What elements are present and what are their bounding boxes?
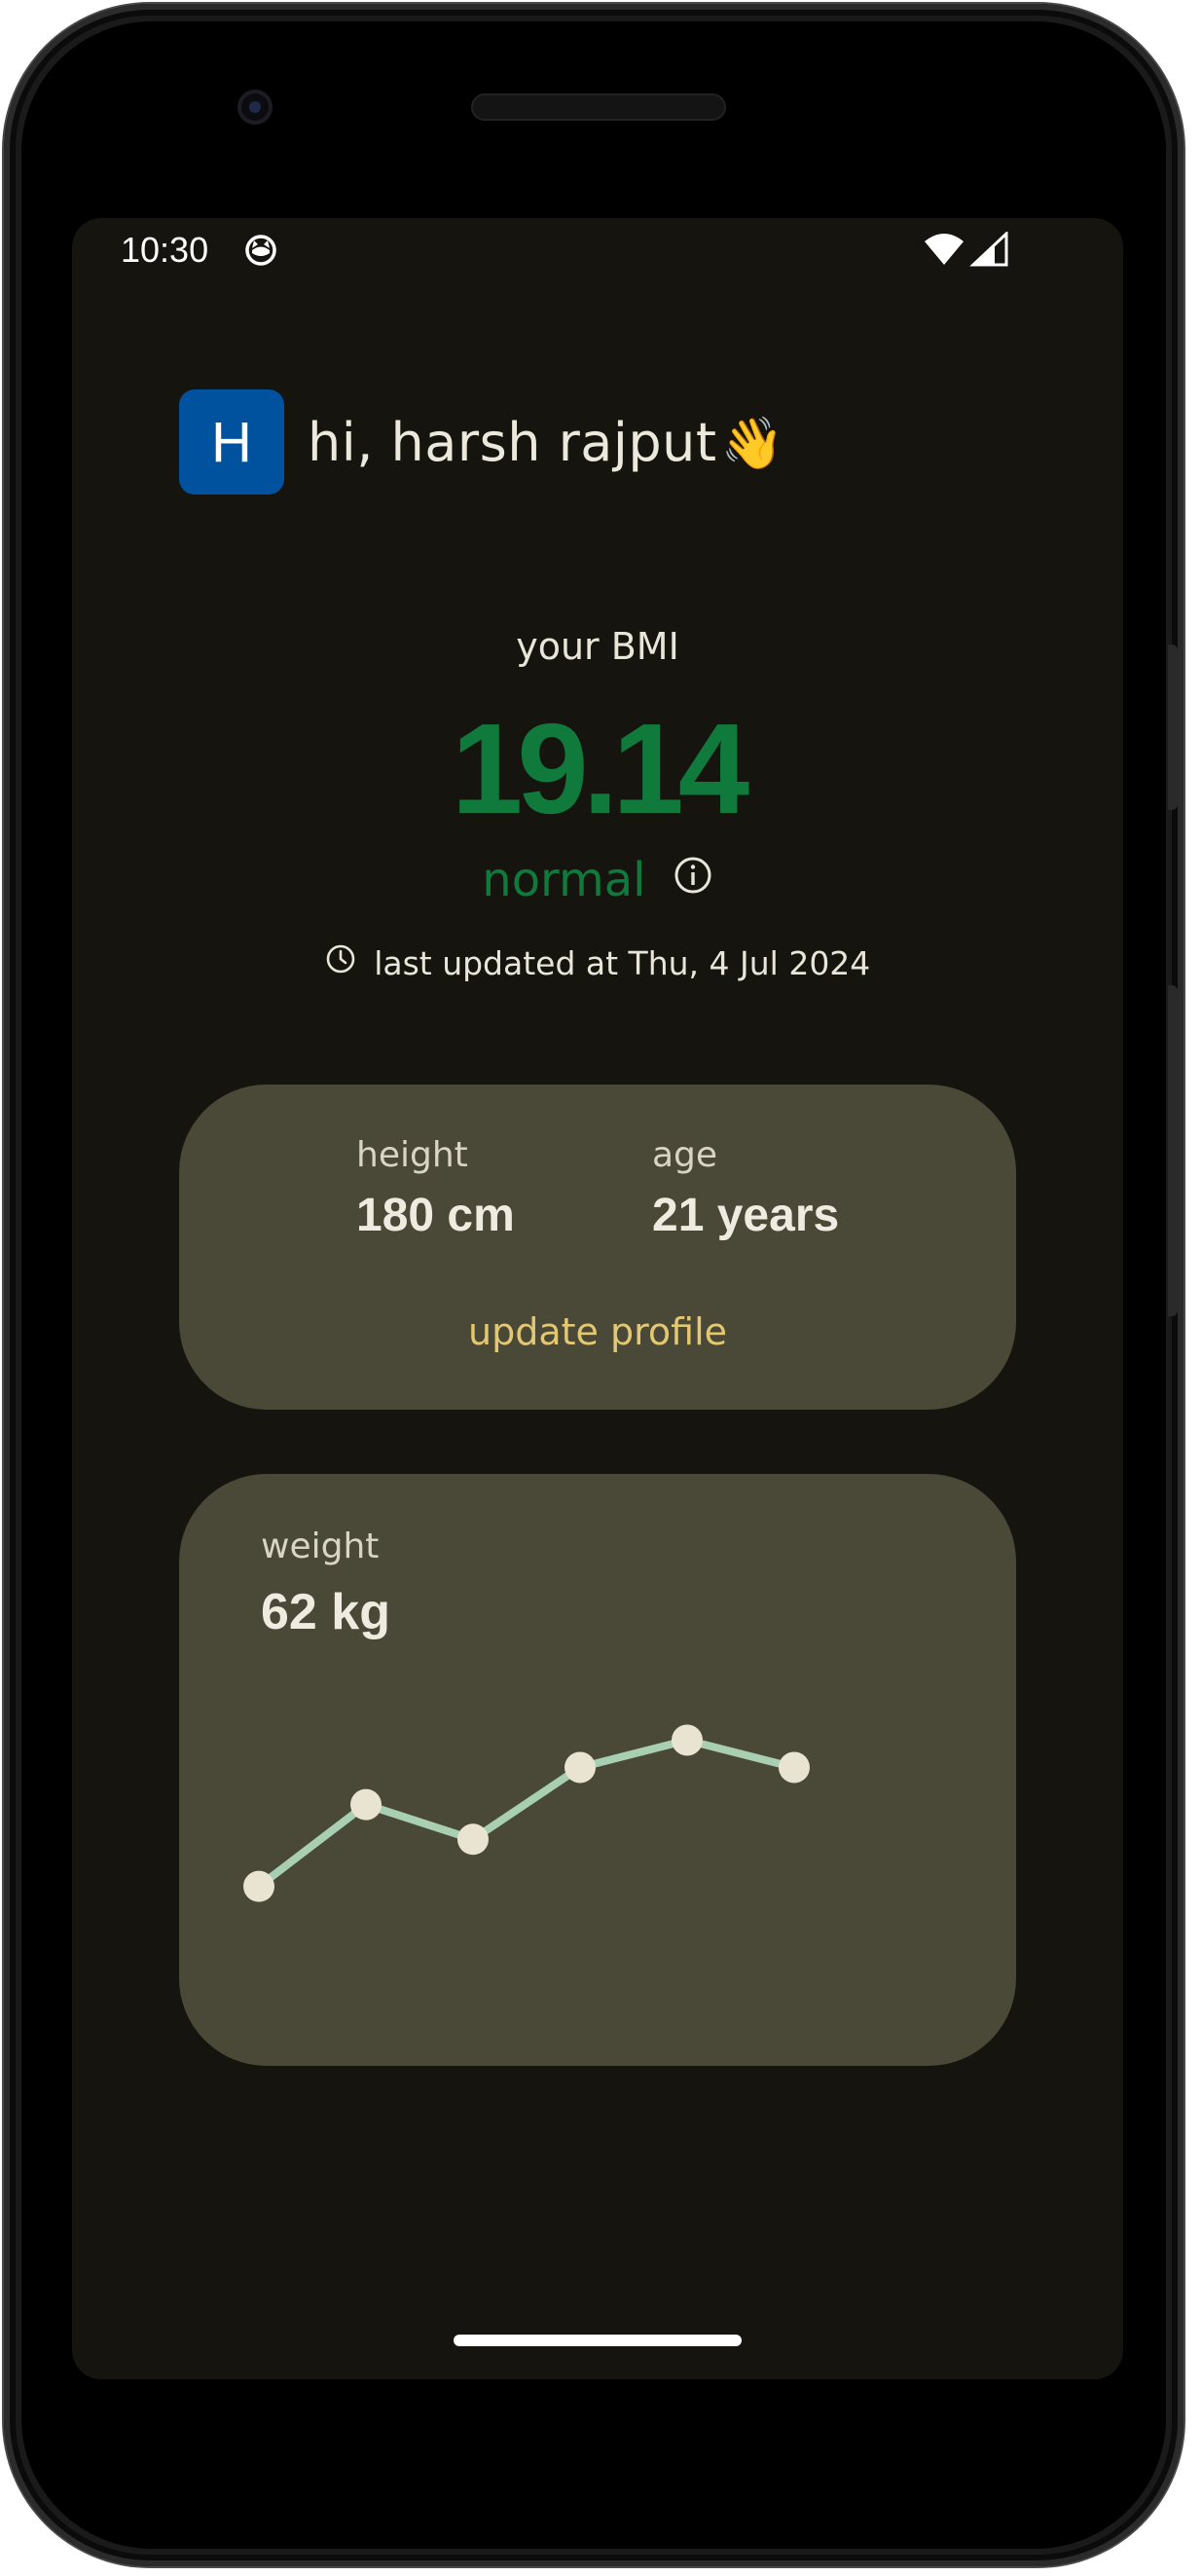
bmi-label: your BMI <box>516 625 679 668</box>
greeting-name: hi, harsh rajput <box>308 411 717 473</box>
earpiece-speaker <box>471 93 726 121</box>
power-button <box>1168 985 1178 1316</box>
last-updated: last updated at Thu, 4 Jul 2024 <box>72 944 1123 982</box>
info-circle-icon[interactable] <box>673 853 713 907</box>
height-stat: height 180 cm <box>356 1135 515 1242</box>
weight-label: weight <box>261 1527 380 1566</box>
avatar[interactable]: H <box>179 389 284 495</box>
age-value: 21 years <box>652 1190 840 1241</box>
front-camera <box>237 90 273 125</box>
weight-card[interactable]: weight 62 kg <box>179 1474 1016 2066</box>
weight-value: 62 kg <box>261 1584 390 1640</box>
cat-face-icon <box>243 232 278 271</box>
weight-line-chart <box>243 1724 810 1902</box>
home-indicator[interactable] <box>454 2335 742 2346</box>
last-updated-text: last updated at Thu, 4 Jul 2024 <box>374 944 871 982</box>
wifi-icon <box>925 230 1008 267</box>
bmi-value: 19.14 <box>451 697 749 840</box>
age-stat: age 21 years <box>652 1135 839 1242</box>
waving-hand-emoji: 👋 <box>720 414 784 473</box>
volume-button <box>1168 644 1178 810</box>
update-profile-link[interactable]: update profile <box>468 1310 727 1353</box>
bmi-status-text: normal <box>482 853 646 907</box>
greeting-text: hi, harsh rajput👋 <box>308 412 784 473</box>
weight-data-point-3[interactable] <box>457 1823 489 1856</box>
height-value: 180 cm <box>356 1190 515 1241</box>
profile-card: height 180 cm age 21 years update profil… <box>179 1085 1016 1410</box>
bmi-status: normal <box>72 853 1123 907</box>
weight-series-line <box>255 1736 798 1891</box>
clock-icon <box>325 943 356 982</box>
weight-data-point-2[interactable] <box>350 1788 382 1821</box>
weight-data-point-6[interactable] <box>779 1751 810 1784</box>
status-time: 10:30 <box>121 230 209 270</box>
weight-data-point-5[interactable] <box>672 1724 703 1756</box>
height-label: height <box>356 1135 468 1175</box>
age-label: age <box>652 1135 718 1175</box>
greeting-header: H hi, harsh rajput👋 <box>179 389 784 495</box>
weight-data-point-4[interactable] <box>565 1751 596 1784</box>
status-bar: 10:30 <box>72 218 1123 286</box>
phone-frame: 10:30 H hi, harsh rajput👋 <box>4 4 1184 2566</box>
app-screen: 10:30 H hi, harsh rajput👋 <box>72 218 1123 2379</box>
weight-data-point-1[interactable] <box>243 1870 274 1902</box>
status-icons <box>923 230 1016 275</box>
